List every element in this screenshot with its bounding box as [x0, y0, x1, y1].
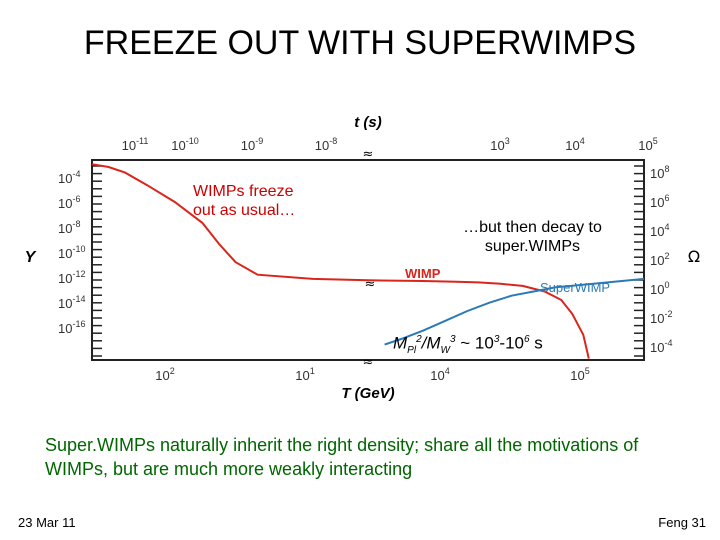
x2-axis-label: t (s): [354, 114, 382, 131]
x-tick-label: 102: [155, 366, 174, 383]
footer-page: Feng 31: [658, 515, 706, 530]
y-tick-label: 10-8: [58, 219, 80, 236]
annotation-lifetime: MPl2/MW3 ~ 103-106 s: [393, 333, 543, 357]
series-label-superwimp: SuperWIMP: [540, 280, 610, 295]
x-tick-labels: 102 101 104 105: [155, 366, 589, 383]
x-tick-label: 101: [295, 366, 314, 383]
plot-frame: [91, 159, 645, 361]
y-tick-label: 10-14: [58, 294, 85, 311]
y-axis-label: Y: [25, 249, 37, 266]
annotation-freeze-out: WIMPs freeze out as usual…: [193, 183, 296, 219]
x2-tick-label: 10-11: [122, 136, 149, 153]
axis-break-bottom: ≈: [363, 355, 374, 370]
y2-tick-label: 10-2: [650, 309, 672, 326]
y-tick-labels: 10-4 10-6 10-8 10-10 10-12 10-14 10-16: [58, 169, 85, 336]
axis-minor-ticks: [92, 165, 644, 357]
x-tick-label: 104: [430, 366, 449, 383]
x2-tick-label: 103: [490, 136, 509, 153]
y-tick-label: 10-6: [58, 194, 80, 211]
x2-tick-label: 105: [638, 136, 657, 153]
y-tick-label: 10-12: [58, 269, 85, 286]
x2-tick-label: 10-8: [315, 136, 337, 153]
slide-caption: Super.WIMPs naturally inherit the right …: [45, 435, 639, 479]
y2-tick-label: 10-4: [650, 338, 672, 355]
x-tick-label: 105: [570, 366, 589, 383]
series-label-wimp: WIMP: [405, 266, 441, 281]
series-line-superwimp: [384, 277, 645, 346]
slide-title: FREEZE OUT WITH SUPERWIMPS: [83, 24, 637, 62]
y2-tick-label: 102: [650, 251, 669, 268]
y-tick-label: 10-10: [58, 244, 85, 261]
annotation-decay: …but then decay to super.WIMPs: [463, 219, 602, 255]
y2-tick-label: 108: [650, 164, 669, 181]
y2-tick-label: 106: [650, 193, 669, 210]
x-axis-label: T (GeV): [341, 385, 394, 402]
x2-tick-labels: 10-11 10-10 10-9 10-8 103 104 105: [122, 136, 658, 153]
axis-break-top: ≈: [363, 147, 374, 162]
y2-tick-labels: 108 106 104 102 100 10-2 10-4: [650, 164, 672, 355]
y2-tick-label: 100: [650, 280, 669, 297]
axis-break-mid: ≈: [365, 277, 376, 292]
y2-tick-label: 104: [650, 222, 669, 239]
x2-tick-label: 10-9: [241, 136, 263, 153]
y-tick-label: 10-4: [58, 169, 80, 186]
y2-axis-label: Ω: [688, 247, 700, 266]
footer-date: 23 Mar 11: [18, 515, 76, 530]
x2-tick-label: 104: [565, 136, 584, 153]
x2-tick-label: 10-10: [171, 136, 198, 153]
y-tick-label: 10-16: [58, 319, 85, 336]
series-line-wimp: [91, 163, 590, 359]
